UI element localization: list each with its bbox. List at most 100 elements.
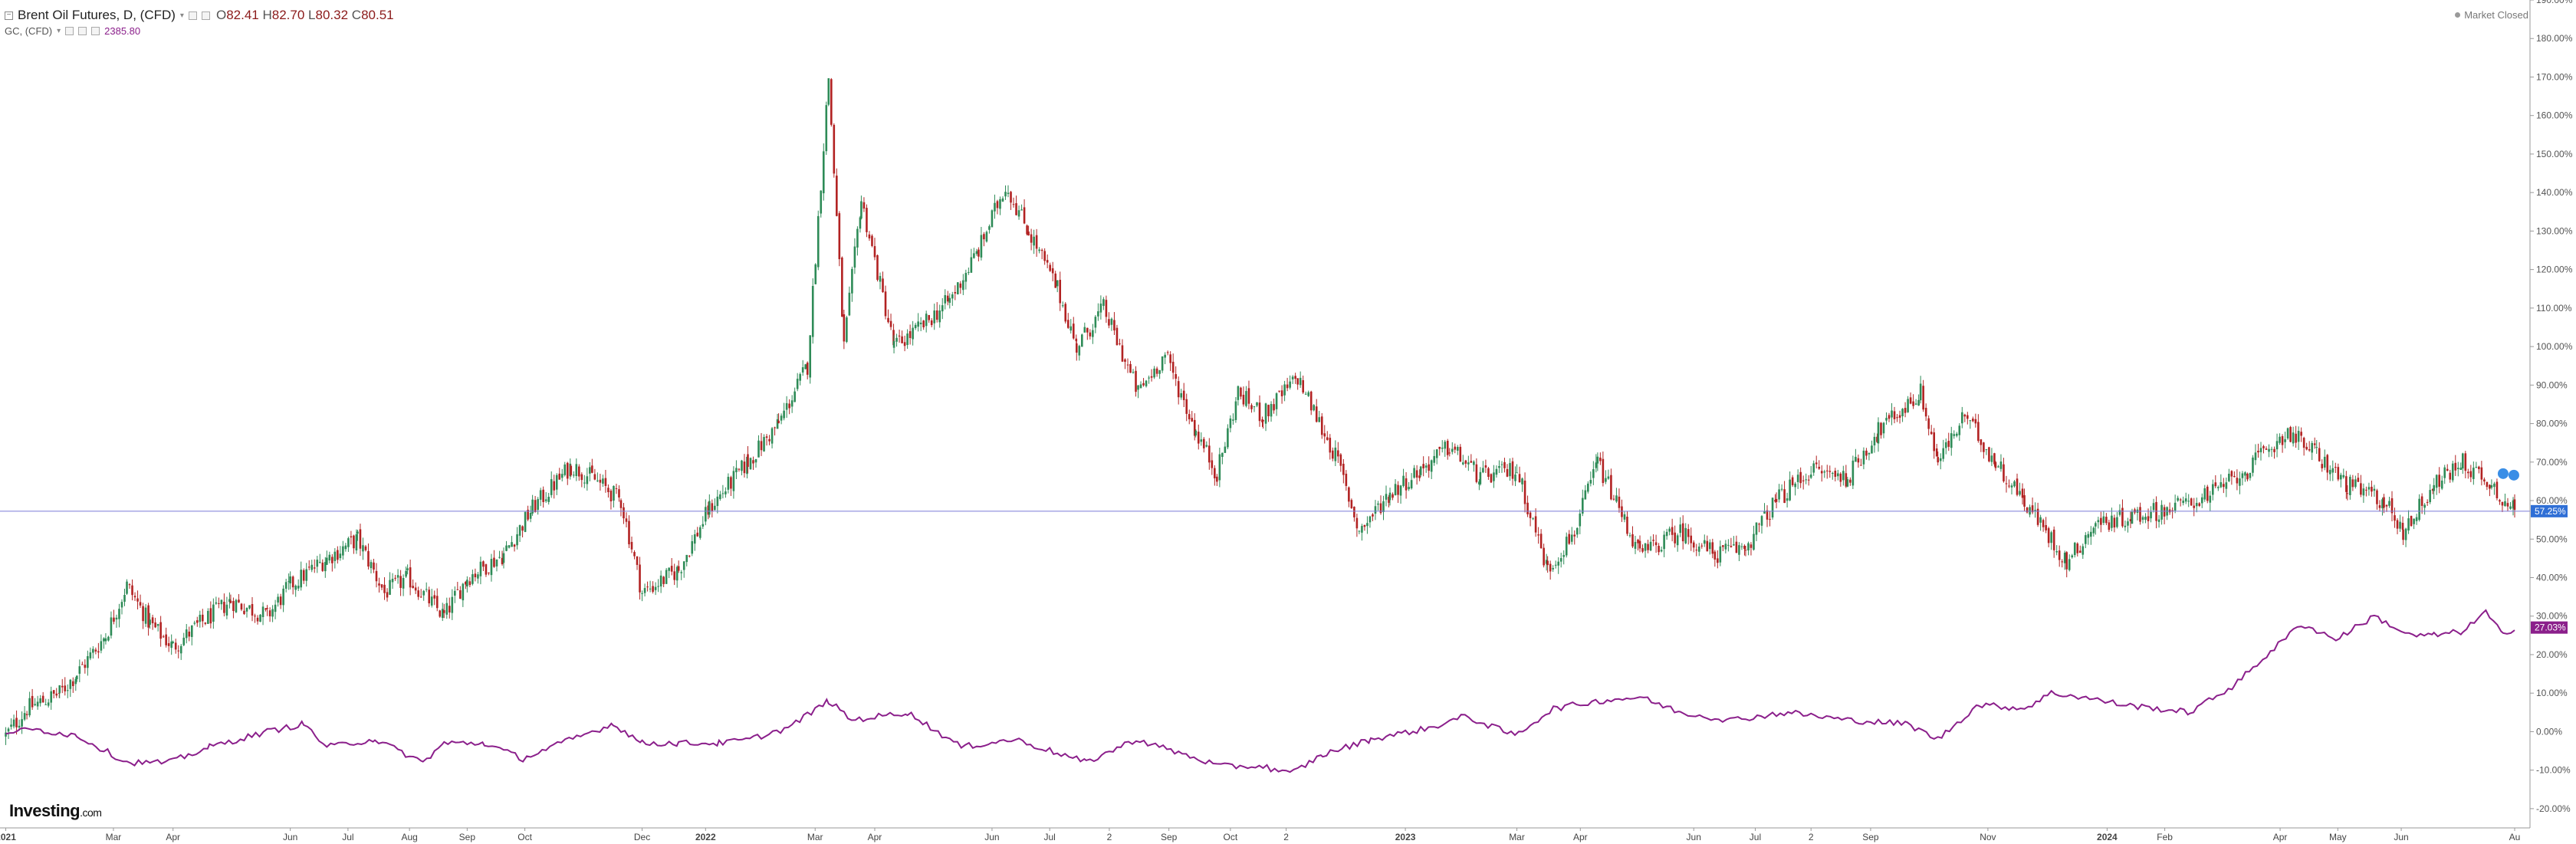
candle [978, 247, 980, 261]
candle [321, 559, 324, 573]
candle [1994, 461, 1997, 471]
x-tick-label: Jul [342, 832, 353, 842]
candle [1424, 462, 1428, 473]
y-axis[interactable]: -20.00%-10.00%0.00%10.00%20.00%30.00%40.… [2530, 0, 2573, 814]
candle [238, 593, 240, 603]
candle [313, 559, 316, 573]
candle [747, 445, 749, 474]
candle [1040, 248, 1043, 260]
candle-body [1939, 458, 1942, 461]
candle-body [399, 576, 402, 588]
candle [69, 678, 72, 698]
candle-body [777, 420, 780, 424]
candle-body [2326, 455, 2329, 473]
candle-body [550, 479, 553, 495]
candle-body [1348, 487, 1350, 502]
candle [1345, 470, 1348, 491]
candle-body [938, 310, 941, 323]
plot-area[interactable] [0, 77, 2530, 773]
candle-body [833, 124, 836, 174]
candle [2342, 468, 2345, 479]
candle [1129, 360, 1132, 373]
candle [316, 556, 319, 573]
candle [2420, 493, 2423, 514]
candle-body [707, 505, 710, 515]
candle-body [1264, 403, 1267, 424]
candle [94, 647, 97, 655]
candle [838, 211, 841, 267]
candle [128, 583, 131, 589]
candle [741, 459, 743, 476]
candle [1193, 413, 1196, 441]
candle [2446, 464, 2449, 471]
candle-body [1075, 338, 1078, 342]
candle-body [558, 473, 561, 480]
candle-body [1064, 304, 1067, 322]
candle [391, 573, 394, 589]
close-icon[interactable] [91, 27, 100, 35]
candle-body [493, 557, 495, 567]
candle-body [196, 620, 199, 623]
candle-body [118, 609, 120, 619]
candle [139, 594, 142, 608]
candle-body [2328, 469, 2331, 475]
candle-body [935, 310, 938, 320]
candle [1438, 446, 1441, 456]
candle-body [1974, 419, 1977, 424]
candle [71, 677, 74, 693]
candle [586, 468, 589, 491]
candle [2493, 481, 2496, 495]
candle [2031, 498, 2034, 514]
candle-body [448, 606, 451, 612]
candle [1012, 197, 1015, 208]
candle-body [459, 590, 462, 599]
candle-body [1304, 393, 1307, 395]
candle [702, 516, 705, 530]
candle [2340, 472, 2342, 488]
candle [649, 580, 652, 593]
candle-body [1358, 530, 1361, 532]
x-axis[interactable]: 2021MarAprJunJulAugSepOctDec2022MarAprJu… [0, 828, 2520, 842]
candle [1818, 460, 1821, 470]
candle-body [1576, 527, 1579, 535]
x-tick-label: 2024 [2097, 832, 2118, 842]
chevron-down-icon[interactable]: ▾ [57, 27, 61, 35]
candle [2252, 455, 2254, 477]
candle-body [1023, 207, 1026, 224]
candle-body [1415, 470, 1418, 478]
chevron-down-icon[interactable]: ▾ [179, 11, 184, 20]
candle [2003, 458, 2005, 483]
main-series-legend[interactable]: − Brent Oil Futures, D, (CFD) ▾ O82.41 H… [5, 8, 394, 23]
eye-icon[interactable] [65, 27, 74, 35]
secondary-series-legend[interactable]: GC, (CFD) ▾ 2385.80 [5, 25, 140, 37]
close-icon[interactable] [201, 11, 210, 20]
candle [468, 576, 472, 588]
candle-body [2321, 464, 2324, 468]
candle-body [156, 624, 159, 626]
candle [229, 594, 232, 604]
settings-icon[interactable] [78, 27, 87, 35]
candle [613, 485, 615, 508]
candle [1924, 403, 1927, 422]
candle [459, 586, 462, 599]
candle-body [1059, 280, 1062, 304]
y-tick-label: 50.00% [2536, 534, 2568, 544]
settings-icon[interactable] [188, 11, 197, 20]
candle [668, 567, 670, 579]
candle [1950, 426, 1953, 456]
candle [919, 317, 922, 332]
candle [1595, 454, 1598, 473]
candle [1275, 392, 1278, 416]
collapse-icon[interactable]: − [5, 11, 13, 20]
candle [662, 576, 665, 587]
candle-body [133, 596, 136, 598]
candle [136, 590, 139, 609]
candle [1927, 415, 1930, 435]
candle-body [2378, 505, 2381, 508]
candle-body [1237, 386, 1240, 400]
candle [1245, 386, 1247, 408]
candle [675, 565, 678, 588]
candle [1059, 271, 1062, 311]
candle [685, 554, 688, 566]
